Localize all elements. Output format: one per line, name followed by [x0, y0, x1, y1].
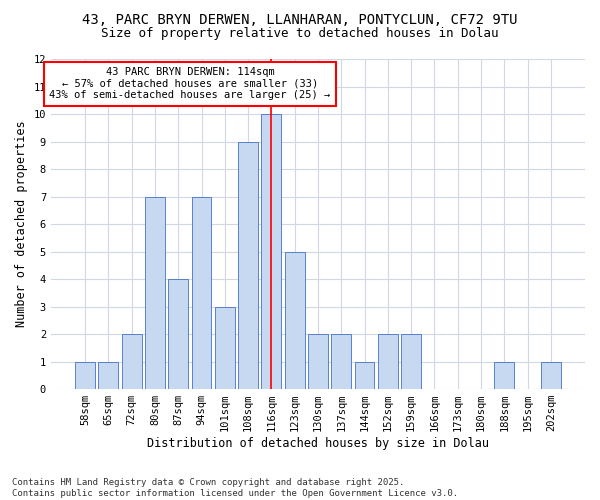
Bar: [355, 362, 374, 389]
Bar: [169, 279, 188, 389]
Bar: [494, 362, 514, 389]
Bar: [122, 334, 142, 389]
Bar: [541, 362, 561, 389]
Bar: [285, 252, 305, 389]
Bar: [331, 334, 351, 389]
Text: Size of property relative to detached houses in Dolau: Size of property relative to detached ho…: [101, 28, 499, 40]
Bar: [401, 334, 421, 389]
Text: 43, PARC BRYN DERWEN, LLANHARAN, PONTYCLUN, CF72 9TU: 43, PARC BRYN DERWEN, LLANHARAN, PONTYCL…: [82, 12, 518, 26]
Bar: [238, 142, 258, 389]
Bar: [75, 362, 95, 389]
Text: 43 PARC BRYN DERWEN: 114sqm
← 57% of detached houses are smaller (33)
43% of sem: 43 PARC BRYN DERWEN: 114sqm ← 57% of det…: [49, 68, 331, 100]
Bar: [215, 306, 235, 389]
X-axis label: Distribution of detached houses by size in Dolau: Distribution of detached houses by size …: [147, 437, 489, 450]
Bar: [262, 114, 281, 389]
Bar: [191, 196, 211, 389]
Y-axis label: Number of detached properties: Number of detached properties: [15, 120, 28, 328]
Bar: [308, 334, 328, 389]
Bar: [378, 334, 398, 389]
Text: Contains HM Land Registry data © Crown copyright and database right 2025.
Contai: Contains HM Land Registry data © Crown c…: [12, 478, 458, 498]
Bar: [98, 362, 118, 389]
Bar: [145, 196, 165, 389]
